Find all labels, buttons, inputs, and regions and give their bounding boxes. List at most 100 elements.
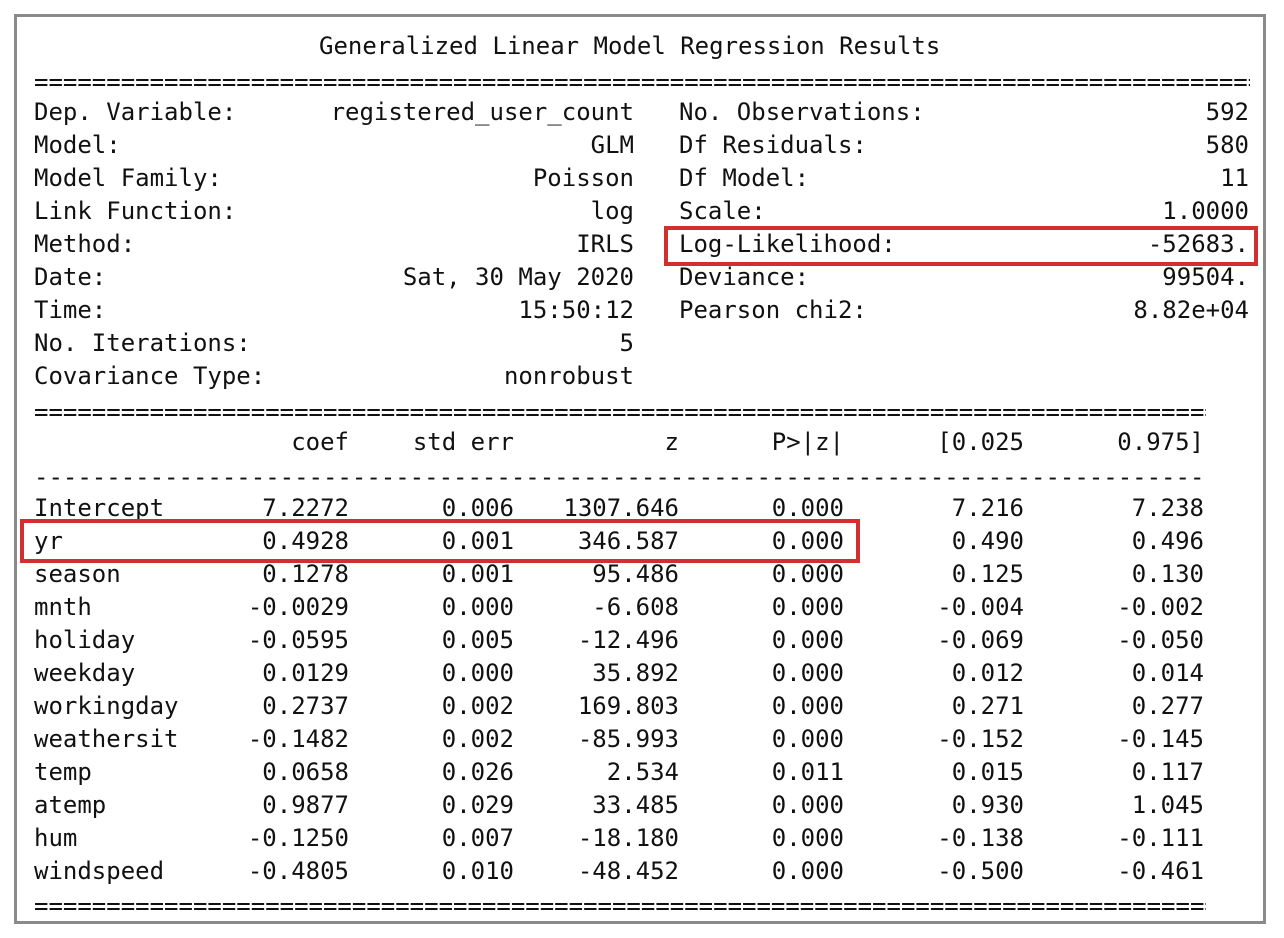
coef-cell: 0.4928 (262, 527, 349, 555)
summary-label: No. Observations: (679, 98, 925, 126)
coef-cell: -0.050 (1117, 626, 1204, 654)
summary-value: registered_user_count (330, 98, 634, 126)
column-header: [0.025 (937, 428, 1024, 456)
coef-cell: 0.014 (1131, 659, 1204, 687)
summary-value: 8.82e+04 (1133, 296, 1249, 324)
variable-name: windspeed (34, 857, 165, 885)
dash-separator: ----------------------------------------… (34, 463, 1206, 491)
separator-middle: ========================================… (34, 398, 1206, 426)
table-row: temp 0.0658 0.026 2.534 0.011 0.015 0.117 (0, 756, 1284, 789)
variable-name: temp (34, 758, 92, 786)
summary-label: Dep. Variable: (34, 98, 237, 126)
variable-name: yr (34, 527, 63, 555)
coef-cell: 0.007 (441, 824, 514, 852)
coef-cell: -0.004 (937, 593, 1024, 621)
summary-label: Date: (34, 263, 107, 291)
summary-value: -52683. (1147, 230, 1249, 258)
coef-cell: -85.993 (577, 725, 679, 753)
table-row: windspeed -0.4805 0.010 -48.452 0.000 -0.500 -… (0, 855, 1284, 888)
summary-value: 11 (1220, 164, 1249, 192)
summary-label: Method: (34, 230, 136, 258)
summary-label: Df Residuals: (679, 131, 867, 159)
coef-cell: 0.000 (771, 692, 844, 720)
table-row: Intercept 7.2272 0.006 1307.646 0.000 7.216 7.… (0, 492, 1284, 525)
coef-cell: -6.608 (592, 593, 679, 621)
summary-value: 592 (1205, 98, 1249, 126)
coef-cell: 346.587 (577, 527, 679, 555)
summary-label: Covariance Type: (34, 362, 266, 390)
coef-cell: -0.500 (937, 857, 1024, 885)
coef-cell: 0.0129 (262, 659, 349, 687)
coef-cell: 169.803 (577, 692, 679, 720)
coef-cell: 0.000 (771, 494, 844, 522)
variable-name: mnth (34, 593, 92, 621)
table-row: yr 0.4928 0.001 346.587 0.000 0.490 0.496 (0, 525, 1284, 558)
table-row: weekday 0.0129 0.000 35.892 0.000 0.012 0.014 (0, 657, 1284, 690)
coef-cell: 0.012 (951, 659, 1024, 687)
coef-cell: 0.000 (771, 725, 844, 753)
coef-cell: 0.271 (951, 692, 1024, 720)
coef-cell: 0.001 (441, 560, 514, 588)
coef-cell: 0.006 (441, 494, 514, 522)
coef-cell: 7.238 (1131, 494, 1204, 522)
summary-value: 1.0000 (1162, 197, 1249, 225)
summary-value: IRLS (576, 230, 634, 258)
coef-cell: 0.001 (441, 527, 514, 555)
coef-cell: 0.1278 (262, 560, 349, 588)
summary-label: Log-Likelihood: (679, 230, 896, 258)
coef-cell: 0.029 (441, 791, 514, 819)
coef-cell: 0.000 (771, 824, 844, 852)
coef-cell: 0.000 (441, 659, 514, 687)
summary-label: Deviance: (679, 263, 810, 291)
table-row: workingday 0.2737 0.002 169.803 0.000 0.271 0.… (0, 690, 1284, 723)
variable-name: Intercept (34, 494, 165, 522)
column-header: coef (291, 428, 349, 456)
variable-name: season (34, 560, 121, 588)
variable-name: holiday (34, 626, 136, 654)
separator-bottom: ========================================… (34, 892, 1206, 920)
summary-value: log (590, 197, 634, 225)
coef-cell: 0.000 (771, 593, 844, 621)
variable-name: workingday (34, 692, 179, 720)
coef-cell: -0.461 (1117, 857, 1204, 885)
coef-cell: -0.152 (937, 725, 1024, 753)
summary-value: 99504. (1162, 263, 1249, 291)
coef-cell: -0.0595 (247, 626, 349, 654)
coef-cell: 0.002 (441, 692, 514, 720)
coef-cell: -0.069 (937, 626, 1024, 654)
separator-top: ========================================… (34, 68, 1250, 96)
coef-cell: 7.2272 (262, 494, 349, 522)
coef-cell: 0.277 (1131, 692, 1204, 720)
coef-cell: 0.125 (951, 560, 1024, 588)
coef-cell: -0.1250 (247, 824, 349, 852)
coef-cell: -0.138 (937, 824, 1024, 852)
coef-cell: -0.111 (1117, 824, 1204, 852)
summary-value: nonrobust (503, 362, 634, 390)
coef-cell: 0.000 (771, 791, 844, 819)
coef-cell: 0.000 (771, 659, 844, 687)
report-title: Generalized Linear Model Regression Resu… (319, 32, 941, 60)
table-row: season 0.1278 0.001 95.486 0.000 0.125 0.130 (0, 558, 1284, 591)
table-row: atemp 0.9877 0.029 33.485 0.000 0.930 1.045 (0, 789, 1284, 822)
summary-value: 15:50:12 (518, 296, 634, 324)
coef-cell: 1307.646 (563, 494, 679, 522)
coef-cell: 0.490 (951, 527, 1024, 555)
coef-cell: -0.002 (1117, 593, 1204, 621)
coef-cell: 0.005 (441, 626, 514, 654)
variable-name: hum (34, 824, 78, 852)
coef-cell: 0.010 (441, 857, 514, 885)
coef-cell: 0.000 (771, 560, 844, 588)
summary-label: No. Iterations: (34, 329, 251, 357)
coef-cell: 2.534 (606, 758, 679, 786)
coef-cell: 0.002 (441, 725, 514, 753)
column-header: 0.975] (1117, 428, 1204, 456)
coef-cell: -0.0029 (247, 593, 349, 621)
coef-cell: -18.180 (577, 824, 679, 852)
summary-label: Time: (34, 296, 107, 324)
summary-label: Pearson chi2: (679, 296, 867, 324)
summary-label: Link Function: (34, 197, 237, 225)
coef-cell: 0.2737 (262, 692, 349, 720)
coef-cell: -0.145 (1117, 725, 1204, 753)
coef-cell: 0.026 (441, 758, 514, 786)
column-header: std err (412, 428, 514, 456)
